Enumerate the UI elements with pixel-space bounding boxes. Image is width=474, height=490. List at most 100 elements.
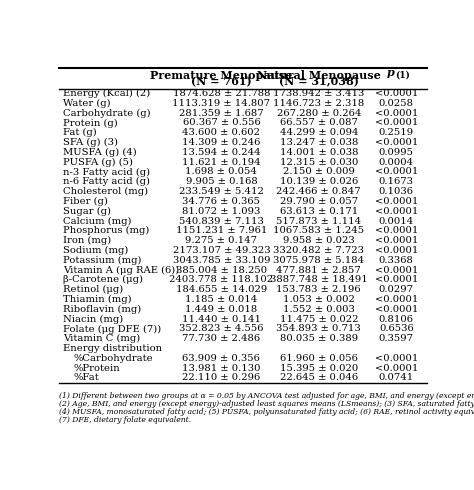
Text: <0.0001: <0.0001: [374, 246, 418, 255]
Text: <0.0001: <0.0001: [374, 354, 418, 363]
Text: 2173.107 ± 49.323: 2173.107 ± 49.323: [173, 246, 270, 255]
Text: 13.247 ± 0.038: 13.247 ± 0.038: [280, 138, 358, 147]
Text: Riboflavin (mg): Riboflavin (mg): [63, 305, 141, 314]
Text: Folate (μg DFE (7)): Folate (μg DFE (7)): [63, 324, 161, 334]
Text: <0.0001: <0.0001: [374, 207, 418, 216]
Text: 1.185 ± 0.014: 1.185 ± 0.014: [185, 295, 257, 304]
Text: 233.549 ± 5.412: 233.549 ± 5.412: [179, 187, 264, 196]
Text: (1) Different between two groups at α = 0.05 by ANCOVA test adjusted for age, BM: (1) Different between two groups at α = …: [59, 392, 474, 400]
Text: 29.790 ± 0.057: 29.790 ± 0.057: [280, 197, 358, 206]
Text: <0.0001: <0.0001: [374, 168, 418, 176]
Text: 10.139 ± 0.026: 10.139 ± 0.026: [280, 177, 358, 186]
Text: 3887.748 ± 18.491: 3887.748 ± 18.491: [270, 275, 368, 284]
Text: %Fat: %Fat: [74, 373, 100, 383]
Text: 3320.482 ± 7.723: 3320.482 ± 7.723: [273, 246, 365, 255]
Text: 352.823 ± 4.556: 352.823 ± 4.556: [179, 324, 264, 334]
Text: 81.072 ± 1.093: 81.072 ± 1.093: [182, 207, 261, 216]
Text: 3075.978 ± 5.184: 3075.978 ± 5.184: [273, 256, 365, 265]
Text: Natural Menopause: Natural Menopause: [257, 71, 381, 81]
Text: 2403.778 ± 118.102: 2403.778 ± 118.102: [169, 275, 273, 284]
Text: n-3 Fatty acid (g): n-3 Fatty acid (g): [63, 168, 150, 176]
Text: 385.004 ± 18.250: 385.004 ± 18.250: [176, 266, 267, 274]
Text: 11.440 ± 0.141: 11.440 ± 0.141: [182, 315, 261, 323]
Text: Phosphorus (mg): Phosphorus (mg): [63, 226, 149, 235]
Text: <0.0001: <0.0001: [374, 266, 418, 274]
Text: <0.0001: <0.0001: [374, 197, 418, 206]
Text: 77.730 ± 2.486: 77.730 ± 2.486: [182, 334, 261, 343]
Text: 540.839 ± 7.113: 540.839 ± 7.113: [179, 217, 264, 225]
Text: 267.280 ± 0.264: 267.280 ± 0.264: [277, 109, 361, 118]
Text: Vitamin A (μg RAE (6)): Vitamin A (μg RAE (6)): [63, 266, 179, 275]
Text: 1.698 ± 0.054: 1.698 ± 0.054: [185, 168, 257, 176]
Text: Sugar (g): Sugar (g): [63, 207, 111, 216]
Text: <0.0001: <0.0001: [374, 226, 418, 235]
Text: 1.552 ± 0.003: 1.552 ± 0.003: [283, 305, 355, 314]
Text: 13.594 ± 0.244: 13.594 ± 0.244: [182, 148, 261, 157]
Text: <0.0001: <0.0001: [374, 89, 418, 98]
Text: 0.8106: 0.8106: [379, 315, 414, 323]
Text: 1.449 ± 0.018: 1.449 ± 0.018: [185, 305, 257, 314]
Text: Premature Menopause: Premature Menopause: [150, 71, 292, 81]
Text: 22.645 ± 0.046: 22.645 ± 0.046: [280, 373, 358, 383]
Text: <0.0001: <0.0001: [374, 295, 418, 304]
Text: 9.905 ± 0.168: 9.905 ± 0.168: [185, 177, 257, 186]
Text: <0.0001: <0.0001: [374, 364, 418, 373]
Text: 0.6536: 0.6536: [379, 324, 414, 334]
Text: Calcium (mg): Calcium (mg): [63, 217, 131, 225]
Text: Water (g): Water (g): [63, 99, 110, 108]
Text: (N = 31,038): (N = 31,038): [279, 76, 359, 88]
Text: 61.960 ± 0.056: 61.960 ± 0.056: [280, 354, 358, 363]
Text: 477.881 ± 2.857: 477.881 ± 2.857: [276, 266, 361, 274]
Text: <0.0001: <0.0001: [374, 236, 418, 245]
Text: 11.475 ± 0.022: 11.475 ± 0.022: [280, 315, 358, 323]
Text: 80.035 ± 0.389: 80.035 ± 0.389: [280, 334, 358, 343]
Text: <0.0001: <0.0001: [374, 109, 418, 118]
Text: 66.557 ± 0.087: 66.557 ± 0.087: [280, 119, 358, 127]
Text: %Protein: %Protein: [74, 364, 121, 373]
Text: Fiber (g): Fiber (g): [63, 197, 108, 206]
Text: 242.466 ± 0.847: 242.466 ± 0.847: [276, 187, 361, 196]
Text: Retinol (μg): Retinol (μg): [63, 285, 123, 294]
Text: 1151.231 ± 7.961: 1151.231 ± 7.961: [176, 226, 267, 235]
Text: 153.783 ± 2.196: 153.783 ± 2.196: [276, 285, 361, 294]
Text: 0.3368: 0.3368: [379, 256, 414, 265]
Text: 63.909 ± 0.356: 63.909 ± 0.356: [182, 354, 260, 363]
Text: 1067.583 ± 1.245: 1067.583 ± 1.245: [273, 226, 365, 235]
Text: 0.0004: 0.0004: [379, 158, 414, 167]
Text: 9.275 ± 0.147: 9.275 ± 0.147: [185, 236, 257, 245]
Text: 1.053 ± 0.002: 1.053 ± 0.002: [283, 295, 355, 304]
Text: 2.150 ± 0.009: 2.150 ± 0.009: [283, 168, 355, 176]
Text: 9.958 ± 0.023: 9.958 ± 0.023: [283, 236, 355, 245]
Text: (1): (1): [395, 70, 410, 79]
Text: SFA (g) (3): SFA (g) (3): [63, 138, 118, 147]
Text: 1738.942 ± 3.413: 1738.942 ± 3.413: [273, 89, 365, 98]
Text: Protein (g): Protein (g): [63, 119, 118, 127]
Text: 14.001 ± 0.038: 14.001 ± 0.038: [280, 148, 358, 157]
Text: p: p: [387, 67, 394, 78]
Text: β-Carotene (μg): β-Carotene (μg): [63, 275, 143, 285]
Text: Energy (Kcal) (2): Energy (Kcal) (2): [63, 89, 150, 98]
Text: 0.1673: 0.1673: [379, 177, 414, 186]
Text: Cholesterol (mg): Cholesterol (mg): [63, 187, 148, 196]
Text: 12.315 ± 0.030: 12.315 ± 0.030: [280, 158, 358, 167]
Text: 60.367 ± 0.556: 60.367 ± 0.556: [182, 119, 260, 127]
Text: 517.873 ± 1.114: 517.873 ± 1.114: [276, 217, 361, 225]
Text: (2) Age, BMI, and energy (except energy)-adjusted least squares means (LSmeans);: (2) Age, BMI, and energy (except energy)…: [59, 400, 474, 408]
Text: 281.359 ± 1.687: 281.359 ± 1.687: [179, 109, 264, 118]
Text: Vitamin C (mg): Vitamin C (mg): [63, 334, 140, 343]
Text: <0.0001: <0.0001: [374, 138, 418, 147]
Text: 3043.785 ± 33.109: 3043.785 ± 33.109: [173, 256, 270, 265]
Text: 44.299 ± 0.094: 44.299 ± 0.094: [280, 128, 358, 137]
Text: 1874.628 ± 21.788: 1874.628 ± 21.788: [173, 89, 270, 98]
Text: Potassium (mg): Potassium (mg): [63, 256, 141, 265]
Text: (7) DFE, dietary folate equivalent.: (7) DFE, dietary folate equivalent.: [59, 416, 191, 424]
Text: 0.0014: 0.0014: [379, 217, 414, 225]
Text: <0.0001: <0.0001: [374, 305, 418, 314]
Text: 0.3597: 0.3597: [379, 334, 414, 343]
Text: %Carbohydrate: %Carbohydrate: [74, 354, 154, 363]
Text: Fat (g): Fat (g): [63, 128, 97, 137]
Text: n-6 Fatty acid (g): n-6 Fatty acid (g): [63, 177, 150, 186]
Text: 0.2519: 0.2519: [379, 128, 414, 137]
Text: 13.981 ± 0.130: 13.981 ± 0.130: [182, 364, 261, 373]
Text: (N = 761): (N = 761): [191, 76, 252, 88]
